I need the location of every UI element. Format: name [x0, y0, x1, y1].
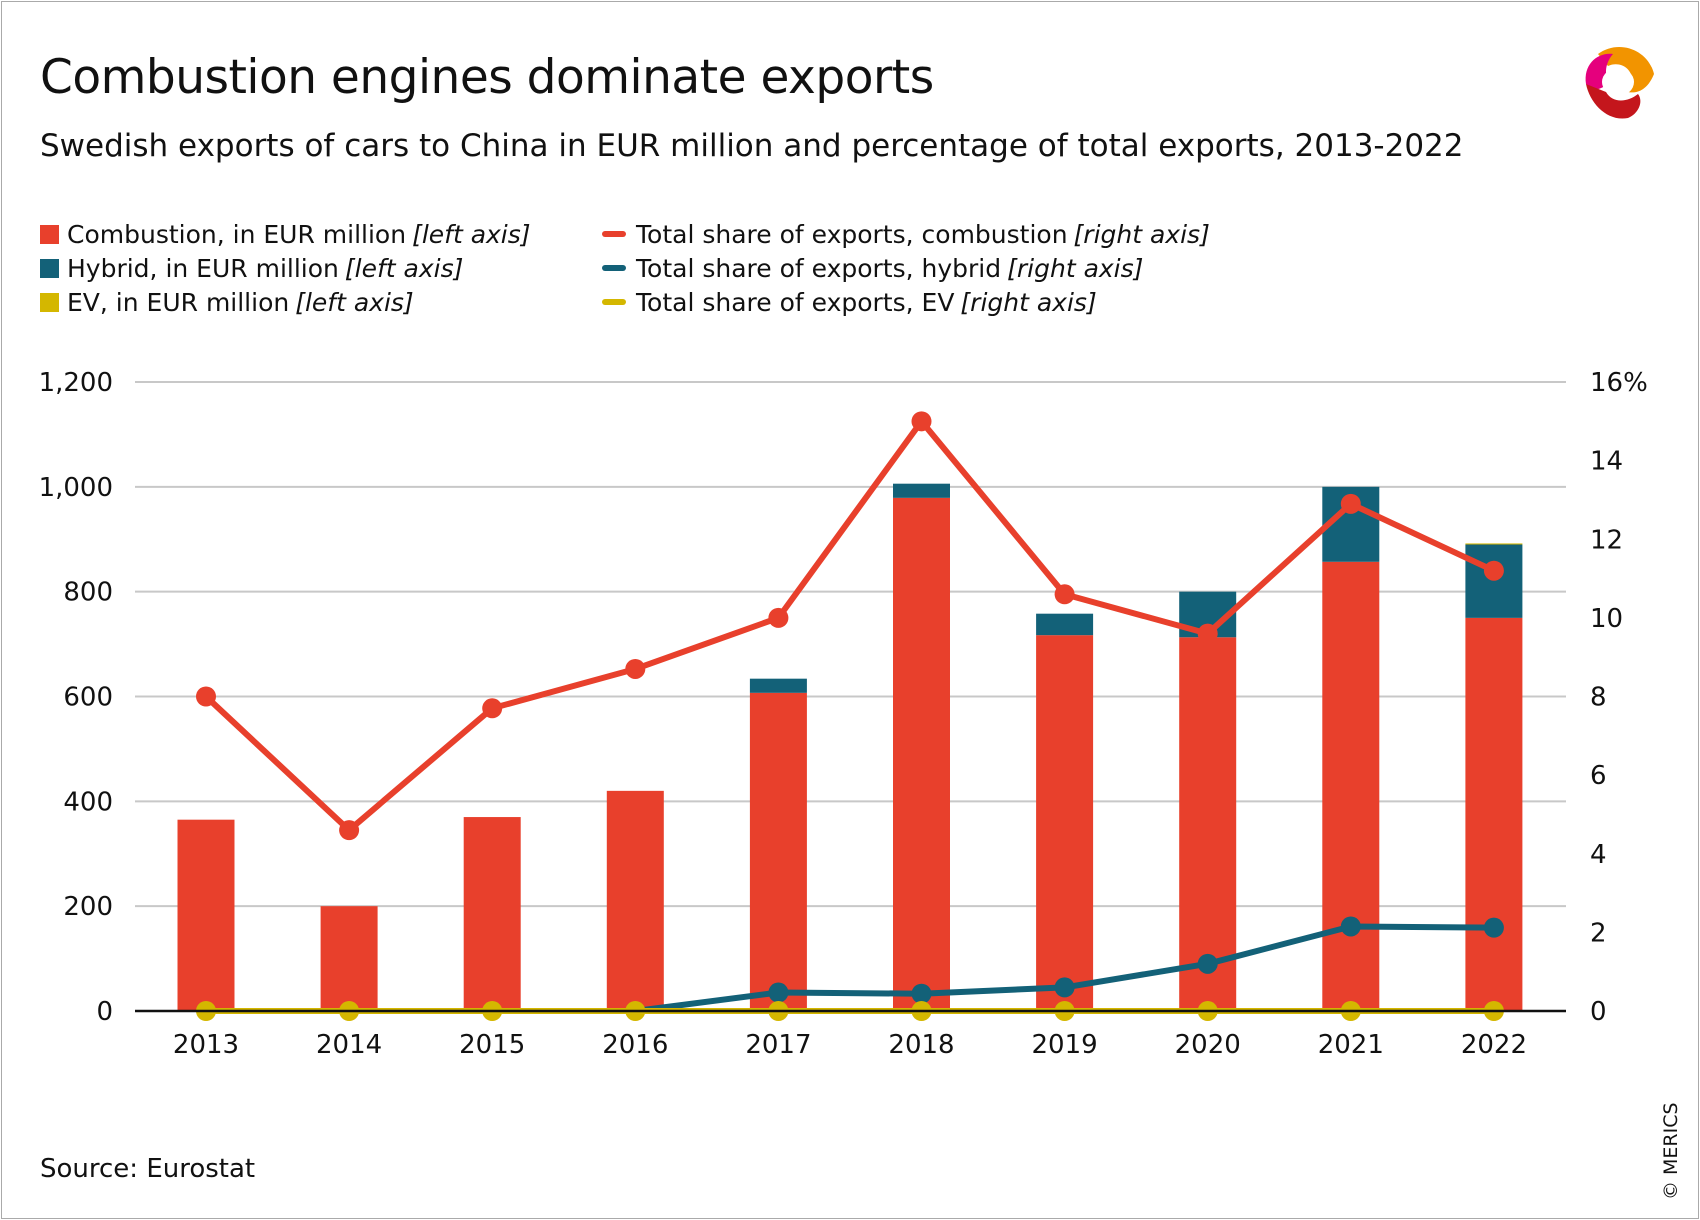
x-axis-tick-label: 2016 — [602, 1030, 668, 1060]
point-share-combustion — [1197, 623, 1218, 644]
legend-note: [left axis] — [295, 287, 414, 317]
right-axis-tick-label: 4 — [1590, 840, 1607, 870]
x-axis-tick-label: 2015 — [459, 1030, 525, 1060]
point-share-combustion — [625, 658, 646, 679]
point-share-combustion — [1340, 493, 1361, 514]
bar-hybrid — [749, 678, 807, 693]
legend-item-combustion-bar: Combustion, in EUR million [left axis] — [40, 217, 531, 251]
left-axis-tick-label: 1,200 — [39, 368, 113, 398]
legend-item-hybrid-bar: Hybrid, in EUR million [left axis] — [40, 251, 531, 285]
legend-note: [right axis] — [1073, 219, 1210, 249]
bar-combustion — [1179, 637, 1237, 1011]
point-share-hybrid — [1197, 953, 1218, 974]
point-share-hybrid — [911, 983, 932, 1004]
legend-label: Combustion, in EUR million — [67, 219, 407, 249]
legend-item-ev-line: Total share of exports, EV [right axis] — [602, 285, 1210, 319]
point-share-combustion — [1054, 584, 1075, 605]
line-share-combustion — [203, 418, 1496, 834]
legend-item-hybrid-line: Total share of exports, hybrid [right axi… — [602, 251, 1210, 285]
x-axis-tick-label: 2017 — [745, 1030, 811, 1060]
point-share-combustion — [196, 686, 216, 707]
left-axis-tick-label: 600 — [63, 683, 113, 713]
point-share-hybrid — [1340, 916, 1361, 937]
right-axis-tick-label: 0 — [1590, 997, 1607, 1027]
chart-title: Combustion engines dominate exports — [40, 50, 934, 105]
bar-combustion — [1322, 561, 1380, 1011]
bar-ev — [1465, 543, 1523, 545]
legend-item-ev-bar: EV, in EUR million [left axis] — [40, 285, 531, 319]
bar-combustion — [177, 819, 235, 1011]
bar-combustion — [893, 497, 950, 1011]
right-axis-tick-label: 16% — [1590, 368, 1648, 398]
legend-note: [left axis] — [412, 219, 531, 249]
legend-line — [602, 265, 626, 271]
right-axis-tick-label: 2 — [1590, 918, 1607, 948]
point-share-combustion — [768, 607, 789, 628]
legend-line — [602, 299, 626, 305]
chart-subtitle: Swedish exports of cars to China in EUR … — [40, 128, 1464, 164]
left-axis-tick-label: 800 — [63, 578, 113, 608]
right-axis-tick-label: 8 — [1590, 683, 1607, 713]
source-note: Source: Eurostat — [40, 1154, 256, 1184]
left-axis-tick-label: 200 — [63, 892, 113, 922]
legend-label: Total share of exports, EV — [636, 287, 955, 317]
x-axis-tick-label: 2019 — [1032, 1030, 1098, 1060]
legend-note: [right axis] — [960, 287, 1097, 317]
bar-combustion — [1465, 617, 1523, 1011]
legend-right: Total share of exports, combustion [right… — [602, 217, 1210, 319]
right-axis-tick-label: 10 — [1590, 604, 1623, 634]
legend-left: Combustion, in EUR million [left axis] Hy… — [40, 217, 531, 319]
merics-logo-icon — [1585, 46, 1654, 119]
point-share-hybrid — [1054, 977, 1075, 998]
point-share-combustion — [911, 411, 932, 432]
legend-swatch — [40, 258, 59, 278]
bar-hybrid — [1465, 544, 1523, 618]
left-axis-tick-label: 0 — [96, 997, 113, 1027]
legend-item-combustion-line: Total share of exports, combustion [right… — [602, 217, 1210, 251]
bar-combustion — [749, 692, 807, 1011]
legend-label: Total share of exports, combustion — [636, 219, 1068, 249]
right-axis-tick-label: 14 — [1590, 447, 1623, 477]
bar-combustion — [320, 906, 378, 1011]
legend-note: [left axis] — [344, 253, 464, 283]
x-axis-tick-label: 2018 — [888, 1030, 954, 1060]
point-share-combustion — [1483, 560, 1504, 581]
bar-combustion — [606, 790, 664, 1011]
left-axis-tick-label: 400 — [63, 787, 113, 817]
left-axis-tick-label: 1,000 — [39, 473, 113, 503]
bar-hybrid — [1036, 613, 1094, 636]
legend-swatch — [40, 224, 59, 244]
point-share-hybrid — [1483, 917, 1504, 938]
legend-line — [602, 231, 626, 237]
bar-combustion — [1036, 635, 1094, 1011]
legend-label: Hybrid, in EUR million — [67, 253, 339, 283]
copyright-note: © MERICS — [1660, 1102, 1682, 1200]
point-share-hybrid — [768, 982, 789, 1003]
legend-label: Total share of exports, hybrid — [636, 253, 1002, 283]
right-axis-tick-label: 12 — [1590, 525, 1623, 555]
legend-swatch — [40, 292, 59, 312]
point-share-combustion — [482, 698, 503, 719]
legend-note: [right axis] — [1007, 253, 1144, 283]
x-axis-tick-label: 2020 — [1175, 1030, 1241, 1060]
bar-hybrid — [893, 483, 950, 498]
x-axis-tick-label: 2022 — [1461, 1030, 1527, 1060]
bar-combustion — [463, 817, 521, 1011]
legend-label: EV, in EUR million — [67, 287, 290, 317]
x-axis-tick-label: 2013 — [173, 1030, 239, 1060]
point-share-combustion — [339, 820, 360, 841]
x-axis-tick-label: 2021 — [1318, 1030, 1384, 1060]
right-axis-tick-label: 6 — [1590, 761, 1607, 791]
x-axis-tick-label: 2014 — [316, 1030, 382, 1060]
